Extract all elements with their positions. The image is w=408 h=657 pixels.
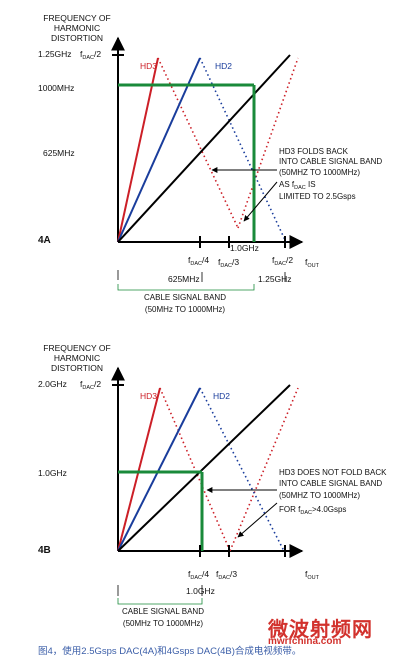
panel-4a-y-tick-625mhz: 625MHz [43,148,75,158]
panel-4a-annotation-line-4: AS fDAC IS [279,180,316,191]
panel-4a-annotation-arrow-2 [243,181,278,222]
panel-4b-y-tick-1ghz: 1.0GHz [38,468,67,478]
panel-4b-title-line-2: HARMONIC [54,353,100,363]
panel-4b-annotation-line-3: (50MHZ TO 1000MHz) [279,491,360,500]
panel-4a-band-bracket [117,284,255,291]
panel-4a-x-tick-label-fdac2: fDAC/2 [272,255,293,267]
panel-4a-x-value-125ghz: 1.25GHz [258,274,292,284]
panel-4a-x-axis-label: fOUT [305,257,320,269]
panel-4a-band-label-1: CABLE SIGNAL BAND [144,293,226,302]
panel-4b-y-top-symbol: fDAC/2 [80,379,101,391]
panel-4b-label: 4B [38,545,51,556]
panel-4a-hd2-line [117,57,201,243]
panel-4b: FREQUENCY OF HARMONIC DISTORTION 2.0GHz … [38,343,387,628]
panel-4a-label: 4A [38,235,51,246]
panel-4b-title-line-1: FREQUENCY OF [43,343,110,353]
panel-4a-x-value-625mhz: 625MHz [168,274,200,284]
panel-4b-band-label-1: CABLE SIGNAL BAND [122,607,204,616]
panel-4a-fundamental-line [117,54,291,243]
panel-4b-y-top-freq: 2.0GHz [38,379,67,389]
panel-4a-y-top-freq: 1.25GHz [38,49,72,59]
panel-4a-hd2-label: HD2 [215,61,232,71]
panel-4b-x-axis-label: fOUT [305,569,320,581]
panel-4a: FREQUENCY OF HARMONIC DISTORTION 1.25GHz… [38,13,382,314]
panel-4b-annotation-line-4: FOR fDAC>4.0Gsps [279,505,346,516]
watermark-logo-text: 微波射频网 [268,617,373,641]
panel-4a-annotation-line-2: INTO CABLE SIGNAL BAND [279,157,382,166]
panel-4a-hd3-line [117,57,159,243]
panel-4b-band-bracket [117,598,203,605]
panel-4b-annotation-line-2: INTO CABLE SIGNAL BAND [279,479,382,488]
panel-4b-title-line-3: DISTORTION [51,363,103,373]
panel-4a-title-line-1: FREQUENCY OF [43,13,110,23]
watermark-url: mwrfchina.com [268,636,342,647]
panel-4a-title-line-2: HARMONIC [54,23,100,33]
panel-4b-hd2-label: HD2 [213,391,230,401]
panel-4b-hd2-alias [199,387,285,552]
panel-4a-hd3-label: HD3 [140,61,157,71]
panel-4a-fold-point-label: 1.0GHz [230,243,259,253]
figure-caption: 图4，使用2.5Gsps DAC(4A)和4Gsps DAC(4B)合成电视频带… [38,646,302,657]
panel-4a-y-tick-1000mhz: 1000MHz [38,83,74,93]
panel-4b-x-tick-label-fdac4: fDAC/4 [188,569,209,581]
panel-4b-hd2-line [117,387,201,552]
panel-4a-annotation-line-5: LIMITED TO 2.5Gsps [279,192,356,201]
panel-4a-band-label-2: (50MHz TO 1000MHz) [145,305,226,314]
panel-4b-hd3-line [117,387,161,552]
panel-4a-annotation-line-1: HD3 FOLDS BACK [279,147,349,156]
panel-4a-y-top-symbol: fDAC/2 [80,49,101,61]
panel-4b-x-value-1ghz: 1.0GHz [186,586,215,596]
panel-4a-annotation-line-3: (50MHZ TO 1000MHz) [279,168,360,177]
panel-4b-annotation-arrow-2 [237,502,278,538]
panel-4b-hd3-alias-1 [159,387,231,552]
panel-4a-title-line-3: DISTORTION [51,33,103,43]
panel-4b-band-label-2: (50MHz TO 1000MHz) [123,619,204,628]
panel-4b-fundamental-line [117,384,291,552]
panel-4a-hd3-alias-2 [237,57,299,229]
panel-4b-x-tick-label-fdac3: fDAC/3 [216,569,237,581]
panel-4a-x-tick-label-fdac3: fDAC/3 [218,257,239,269]
panel-4a-x-tick-label-fdac4: fDAC/4 [188,255,209,267]
panel-4b-hd3-label: HD3 [140,391,157,401]
panel-4b-annotation-line-1: HD3 DOES NOT FOLD BACK [279,468,387,477]
